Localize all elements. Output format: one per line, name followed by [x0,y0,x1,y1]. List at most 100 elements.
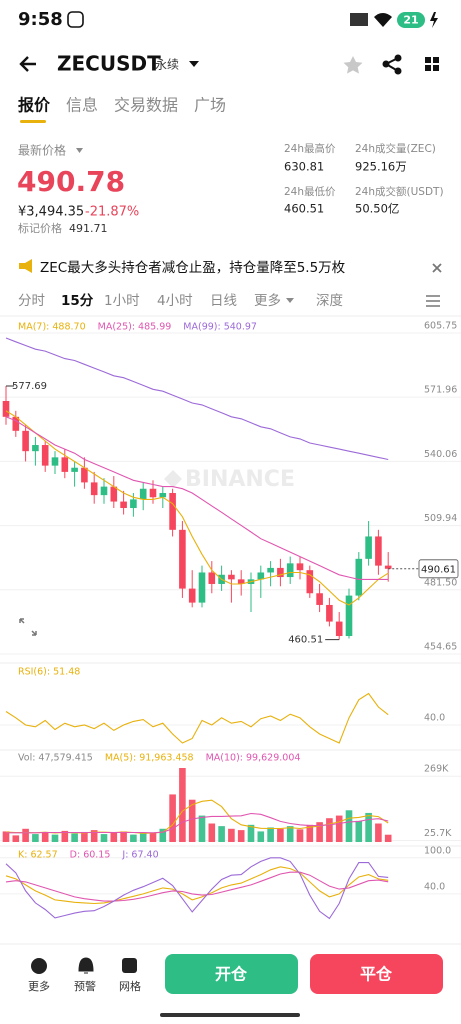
y-tick-label: 25.7K [424,828,452,839]
watermark: BINANCE [185,467,295,492]
volume-bar [32,834,39,842]
notice[interactable]: ZEC最大多头持仓者减仓止盈，持仓量降至5.5万枚 [40,259,346,276]
interval[interactable]: 更多 [254,292,281,309]
interval[interactable]: 4小时 [157,293,193,309]
favorite[interactable] [343,56,363,74]
volume-bar [22,828,29,842]
status-icon [67,11,84,28]
candle-body [90,482,98,496]
y-tick-label: 269K [424,764,449,775]
chart-settings[interactable] [426,295,440,307]
interval[interactable]: 15分 [61,293,94,309]
candle-body [51,457,59,466]
candle-body [159,493,167,498]
volume-bar [130,834,137,842]
candle-body [2,400,10,417]
volume-ma-line [6,812,389,834]
interval[interactable]: 深度 [316,293,343,309]
volume-bar [218,826,225,842]
more-icon[interactable] [31,958,47,974]
interval[interactable]: 1小时 [104,293,140,309]
signal [350,13,368,26]
volume-bar [267,827,274,842]
indicator-line [5,871,389,902]
back-button[interactable] [19,56,36,72]
price-dropdown[interactable] [76,148,83,153]
low-label: 460.51 [288,635,323,646]
action-label[interactable]: 更多 [28,979,50,993]
battery [397,12,425,28]
open-label[interactable]: 开仓 [215,965,248,984]
interval[interactable]: 分时 [18,293,45,309]
legend-entry: MA(5): 91,963.458 [105,753,194,764]
candle-body [228,574,235,580]
volume-bar [345,810,353,842]
legend-entry: Vol: 47,579.415 [18,753,93,764]
candle-body [306,570,314,594]
tab[interactable]: 交易数据 [114,96,178,115]
mark-label: 标记价格 [18,221,62,235]
share[interactable] [382,54,402,75]
stat-label: 24h成交额(USDT) [355,185,444,198]
last-price: 490.78 [17,165,125,198]
more-dropdown[interactable] [286,298,294,303]
candle-body [296,563,304,571]
volume-bar [296,829,304,842]
stat-label: 24h最高价 [284,142,336,155]
action-label[interactable]: 网格 [119,979,141,993]
stat-value: 630.81 [284,160,324,174]
interval[interactable]: 日线 [210,293,237,309]
volume-bar [316,822,323,842]
ma-line [5,416,389,580]
tab[interactable]: 报价 [18,96,51,115]
y-tick-label: 100.0 [424,845,451,856]
volume-bar [286,826,294,842]
symbol[interactable]: ZECUSDT [57,52,161,76]
legend-entry: MA(25): 485.99 [98,322,172,333]
volume-bar [198,815,206,842]
volume-bar [228,828,235,842]
legend-entry: MA(7): 488.70 [18,322,86,333]
notice-icon [19,259,32,273]
open-button[interactable] [165,954,298,994]
candle-body [41,445,49,466]
candle-body [12,416,20,431]
action-label[interactable]: 预警 [74,979,96,993]
stat-value: 925.16万 [355,160,407,174]
stat-label: 24h最低价 [284,185,336,198]
close-label[interactable]: 平仓 [360,965,393,984]
indicator-line [5,857,389,920]
close-button[interactable] [310,954,443,994]
price-label: 最新价格 [18,143,66,158]
volume-bar [12,835,20,842]
alert-icon[interactable] [78,957,94,974]
charging [430,12,438,28]
candle-body [277,567,284,578]
tab[interactable]: 信息 [66,96,98,115]
volume-bar [90,830,98,842]
volume-bar [159,828,167,842]
ma-line [5,410,389,606]
tab-indicator [20,120,46,123]
expand[interactable] [19,618,37,636]
candle-body [267,567,274,573]
volume-bar [61,830,69,842]
candle-body [139,488,147,500]
tab[interactable]: 广场 [194,96,226,115]
candle-body [355,558,363,596]
grid-icon[interactable] [122,958,137,973]
menu-grid[interactable] [425,57,439,71]
candle-body [71,467,78,472]
notice-close[interactable] [432,263,442,273]
symbol-dropdown[interactable] [189,61,199,67]
stat-label: 24h成交量(ZEC) [355,142,436,155]
y-tick-label: 481.50 [424,577,457,588]
volume-bar [41,832,49,842]
clock: 9:58 [18,9,63,30]
y-tick-label: 509.94 [424,513,457,524]
candle-body [61,457,69,472]
volume-bar [306,824,314,842]
volume-bar [384,834,392,842]
